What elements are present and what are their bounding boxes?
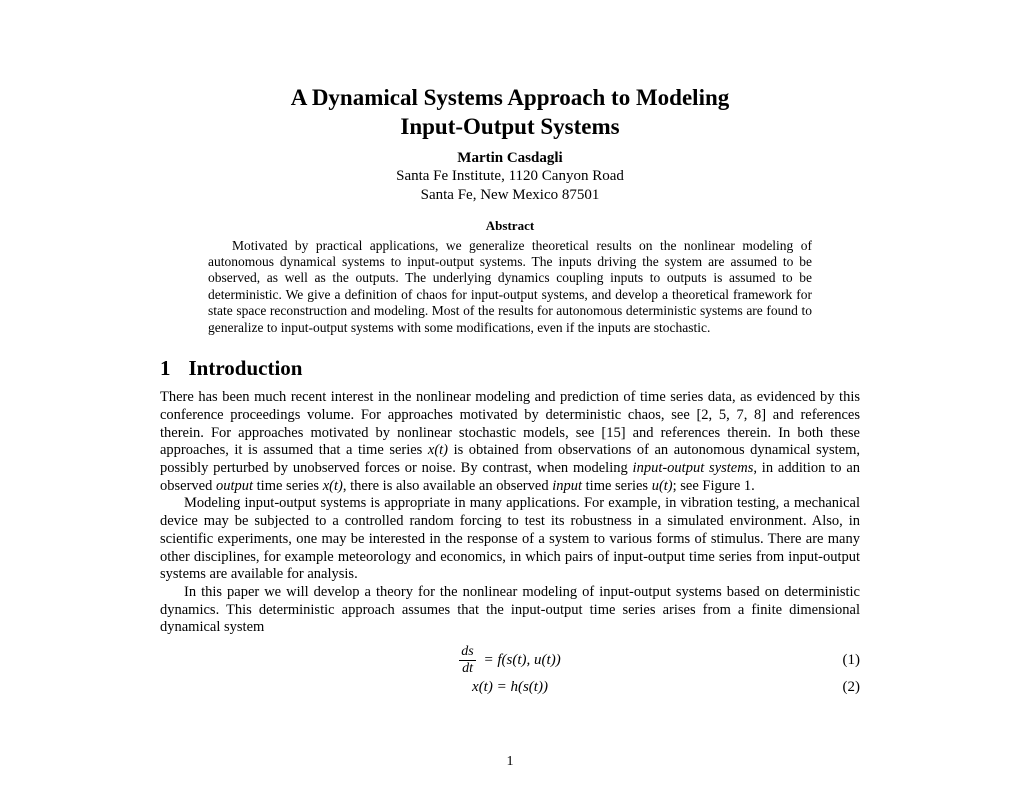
paper-page: A Dynamical Systems Approach to Modeling…: [0, 0, 1020, 788]
section-heading: 1 Introduction: [160, 356, 860, 381]
equation-block: ds dt = f(s(t), u(t)) (1) x(t) = h(s(t))…: [160, 645, 860, 698]
section-title: Introduction: [189, 356, 303, 380]
page-number: 1: [0, 754, 1020, 770]
equation-2: x(t) = h(s(t)) (2): [160, 678, 860, 698]
eq1-frac-num: ds: [459, 645, 475, 661]
eq2-content: x(t) = h(s(t)): [472, 678, 548, 698]
p1-d: time series: [253, 478, 323, 494]
abstract-heading: Abstract: [160, 218, 860, 234]
p1-output: output: [216, 478, 253, 494]
affiliation-line-1: Santa Fe Institute, 1120 Canyon Road: [160, 167, 860, 187]
p2-content: Modeling input-output systems is appropr…: [160, 495, 860, 582]
equation-1: ds dt = f(s(t), u(t)) (1): [160, 645, 860, 676]
author-name: Martin Casdagli: [160, 150, 860, 167]
p1-f: time series: [582, 478, 652, 494]
paragraph-3: In this paper we will develop a theory f…: [160, 584, 860, 637]
p1-input: input: [552, 478, 582, 494]
p1-xt2: x(t): [323, 478, 343, 494]
p1-g: ; see Figure 1.: [673, 478, 755, 494]
abstract-text: Motivated by practical applications, we …: [208, 238, 812, 337]
title-line-1: A Dynamical Systems Approach to Modeling: [291, 85, 730, 110]
eq1-fraction: ds dt: [459, 645, 475, 676]
eq1-rhs: = f(s(t), u(t)): [480, 652, 561, 668]
eq1-content: ds dt = f(s(t), u(t)): [459, 645, 560, 676]
affiliation-line-2: Santa Fe, New Mexico 87501: [160, 186, 860, 206]
p1-term: input-output systems: [633, 460, 754, 476]
paragraph-2: Modeling input-output systems is appropr…: [160, 495, 860, 583]
p3-content: In this paper we will develop a theory f…: [160, 584, 860, 635]
paper-title: A Dynamical Systems Approach to Modeling…: [160, 84, 860, 142]
p1-ut: u(t): [652, 478, 673, 494]
eq1-frac-den: dt: [459, 661, 475, 676]
section-number: 1: [160, 356, 171, 381]
title-line-2: Input-Output Systems: [400, 114, 619, 139]
p1-e: , there is also available an observed: [343, 478, 552, 494]
eq1-number: (1): [843, 651, 861, 671]
p1-xt: x(t): [428, 442, 448, 458]
paragraph-1: There has been much recent interest in t…: [160, 389, 860, 495]
abstract-content: Motivated by practical applications, we …: [208, 238, 812, 335]
eq2-number: (2): [843, 678, 861, 698]
